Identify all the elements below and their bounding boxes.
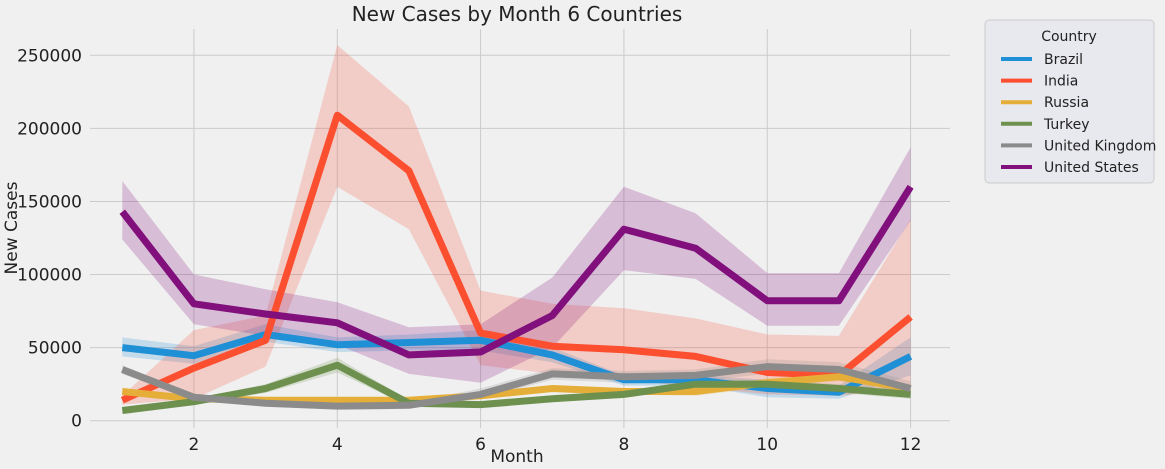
- series-line-india: [120, 111, 913, 404]
- y-tick-label: 150000: [17, 192, 82, 212]
- y-tick-label: 250000: [17, 46, 82, 66]
- legend-item-russia: Russia: [1001, 95, 1089, 111]
- y-tick-label: 100000: [17, 266, 82, 286]
- series-line-brazil: [121, 331, 913, 396]
- legend-label: India: [1044, 74, 1078, 90]
- legend-item-united-states: United States: [1001, 160, 1139, 176]
- grid: [90, 29, 950, 428]
- legend-item-india: India: [1001, 74, 1078, 90]
- legend-label: Russia: [1044, 95, 1089, 111]
- legend: Country Brazil India Russia Turkey United Ki…: [984, 19, 1156, 184]
- legend-title: Country: [1041, 29, 1097, 45]
- chart-title: New Cases by Month 6 Countries: [352, 2, 683, 26]
- x-tick-label: 4: [332, 435, 343, 455]
- x-tick-label: 8: [619, 435, 630, 455]
- series-line-united-states: [119, 184, 914, 359]
- confidence-bands: [122, 45, 911, 413]
- series-line-united-kingdom: [121, 363, 912, 410]
- x-axis-title: Month: [490, 447, 543, 467]
- y-tick-label: 0: [71, 412, 82, 432]
- confidence-band-india: [122, 45, 911, 405]
- y-tick-label: 50000: [28, 339, 82, 359]
- legend-label: United States: [1044, 160, 1139, 176]
- legend-label: Turkey: [1043, 117, 1090, 133]
- legend-item-brazil: Brazil: [1001, 52, 1083, 68]
- x-tick-label: 2: [189, 435, 200, 455]
- x-axis-ticks: 2 4 6 8 10 12: [189, 435, 922, 455]
- y-axis-title: New Cases: [2, 181, 22, 274]
- legend-item-united-kingdom: United Kingdom: [1001, 138, 1156, 154]
- legend-items: Brazil India Russia Turkey United Kingdom Uni…: [1001, 52, 1156, 176]
- x-tick-label: 10: [756, 435, 778, 455]
- series-lines: [119, 111, 914, 414]
- legend-item-turkey: Turkey: [1001, 117, 1090, 133]
- x-tick-label: 6: [475, 435, 486, 455]
- series-line-turkey: [121, 361, 911, 414]
- legend-label: United Kingdom: [1044, 138, 1156, 154]
- y-axis-ticks: 0 50000 100000 150000 200000 250000: [17, 46, 82, 431]
- legend-label: Brazil: [1044, 52, 1083, 68]
- y-tick-label: 200000: [17, 119, 82, 139]
- x-tick-label: 12: [900, 435, 922, 455]
